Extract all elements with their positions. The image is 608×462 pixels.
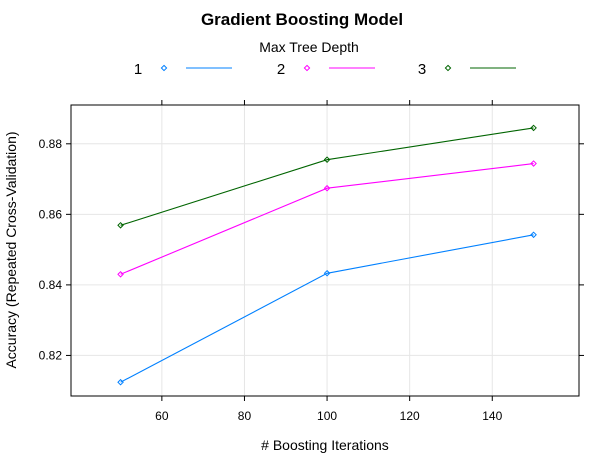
series-2-point-2 bbox=[530, 160, 537, 167]
series-2-point-0 bbox=[117, 271, 124, 278]
y-tick-label-2: 0.86 bbox=[39, 207, 63, 221]
series-3-line bbox=[120, 127, 534, 226]
x-axis-label: # Boosting Iterations bbox=[261, 437, 389, 453]
series-2-point-1 bbox=[323, 184, 331, 192]
x-axis: 60 80 100 120 140 bbox=[155, 100, 503, 423]
x-tick-label-1: 80 bbox=[238, 409, 252, 423]
legend-item-2: 2 bbox=[277, 61, 375, 78]
series-group bbox=[117, 124, 537, 386]
legend-item-3: 3 bbox=[418, 61, 516, 78]
legend-marker-1 bbox=[160, 64, 168, 72]
y-axis-label: Accuracy (Repeated Cross-Validation) bbox=[3, 131, 19, 368]
series-3 bbox=[117, 124, 537, 229]
series-1-point-1 bbox=[323, 269, 331, 277]
y-tick-label-1: 0.84 bbox=[39, 278, 63, 292]
x-tick-label-3: 120 bbox=[400, 409, 420, 423]
grid-lines bbox=[71, 105, 579, 396]
y-tick-label-0: 0.82 bbox=[39, 348, 63, 362]
chart-title: Gradient Boosting Model bbox=[201, 10, 403, 29]
x-tick-label-0: 60 bbox=[155, 409, 169, 423]
legend-marker-3 bbox=[444, 64, 452, 72]
series-3-point-2 bbox=[530, 124, 537, 132]
series-1 bbox=[117, 231, 537, 386]
y-axis: 0.82 0.84 0.86 0.88 bbox=[39, 137, 584, 362]
x-tick-label-4: 140 bbox=[482, 409, 502, 423]
series-1-line bbox=[120, 234, 534, 383]
legend-label-1: 1 bbox=[134, 61, 142, 78]
series-3-point-1 bbox=[323, 156, 331, 163]
series-3-point-0 bbox=[117, 221, 124, 229]
legend-label-3: 3 bbox=[418, 61, 426, 78]
legend: 1 2 3 bbox=[134, 61, 516, 78]
legend-item-1: 1 bbox=[134, 61, 232, 78]
legend-marker-2 bbox=[303, 64, 311, 72]
series-2 bbox=[117, 160, 537, 278]
plot-area-frame bbox=[70, 104, 580, 397]
series-1-point-0 bbox=[117, 378, 124, 386]
legend-title: Max Tree Depth bbox=[259, 39, 359, 55]
x-tick-label-2: 100 bbox=[317, 409, 337, 423]
y-tick-label-3: 0.88 bbox=[39, 137, 63, 151]
legend-label-2: 2 bbox=[277, 61, 285, 78]
series-1-point-2 bbox=[530, 231, 537, 239]
series-2-line bbox=[120, 163, 534, 275]
